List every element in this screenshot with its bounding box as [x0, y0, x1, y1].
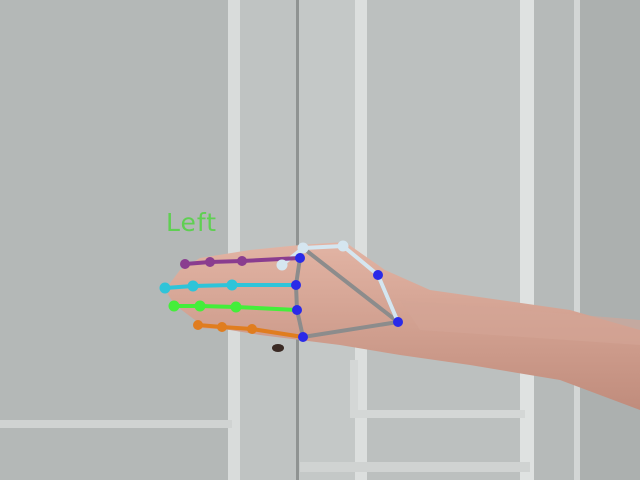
- landmark-index-mcp: [295, 253, 305, 263]
- door-edge-highlight: [574, 0, 580, 480]
- landmark-middle-pip: [226, 279, 238, 291]
- palm-line-pinky-wrist: [301, 320, 400, 339]
- watch-shadow: [272, 344, 284, 352]
- index-line-1: [240, 256, 302, 263]
- arm-highlight: [400, 300, 640, 345]
- landmark-middle-tip: [159, 282, 171, 294]
- landmark-pinky-tip: [193, 320, 203, 330]
- lower-molding-right: [350, 410, 525, 418]
- pinky-line-2: [220, 325, 254, 331]
- landmark-thumb-mcp: [337, 240, 349, 252]
- landmark-pinky-mcp: [298, 332, 308, 342]
- door-edge: [534, 0, 578, 480]
- landmark-ring-pip: [230, 301, 242, 313]
- far-right-wall: [580, 0, 640, 480]
- palm-line-thumb-wrist: [301, 246, 400, 324]
- handedness-label: Left: [166, 208, 218, 237]
- landmark-thumb-cmc: [373, 270, 383, 280]
- door-frame-molding-left: [228, 0, 240, 480]
- index-line-2: [208, 259, 244, 264]
- landmark-thumb-ip: [297, 242, 309, 254]
- right-door-panel: [367, 0, 525, 480]
- door-gap-line: [296, 0, 299, 480]
- door-stile: [240, 0, 300, 480]
- landmark-ring-dip: [194, 300, 206, 312]
- landmark-index-tip: [180, 259, 190, 269]
- lower-molding-left: [0, 420, 232, 428]
- thumb-line-1: [376, 273, 400, 324]
- landmark-pinky-pip: [247, 324, 257, 334]
- landmark-pinky-dip: [217, 322, 227, 332]
- ring-line-2: [198, 304, 238, 309]
- landmark-thumb-tip: [276, 259, 288, 271]
- landmark-points: [159, 240, 403, 342]
- pinky-line-1: [250, 327, 305, 339]
- ring-line-1: [234, 305, 299, 312]
- floor-molding: [300, 462, 530, 472]
- lower-molding-right-vertical: [350, 360, 358, 418]
- middle-line-2: [191, 283, 234, 288]
- door-frame-molding-right: [520, 0, 534, 480]
- thumb-line-2: [341, 244, 380, 277]
- door-stile-right: [299, 0, 359, 480]
- landmark-index-pip: [237, 256, 247, 266]
- landmark-ring-tip: [168, 300, 180, 312]
- thumb-line-3: [301, 244, 345, 250]
- landmark-index-dip: [205, 257, 215, 267]
- landmark-wrist: [393, 317, 403, 327]
- left-door-panel: [0, 0, 232, 480]
- landmark-middle-dip: [187, 280, 199, 292]
- landmark-ring-mcp: [292, 305, 302, 315]
- landmark-middle-mcp: [291, 280, 301, 290]
